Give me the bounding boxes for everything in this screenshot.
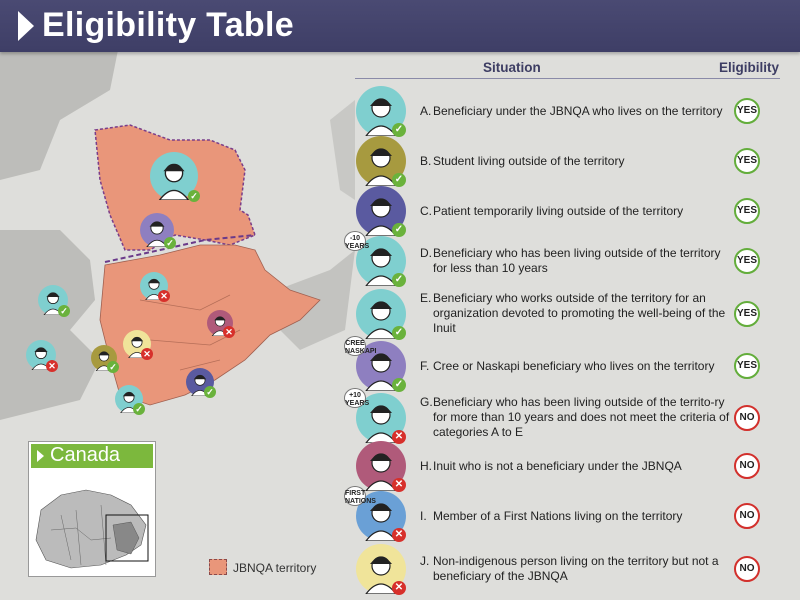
check-icon: ✓ [392,173,406,187]
row-situation-text: Beneficiary who has been living outside … [433,246,721,275]
inset-title-bar: Canada [31,444,153,468]
inset-title: Canada [50,444,121,466]
row-letter: D. [420,246,432,260]
row-situation-text: Beneficiary who has been living outside … [433,395,730,439]
eligibility-badge: YES [734,301,760,327]
boundary-line [104,234,256,263]
cross-icon: ✕ [392,581,406,595]
eligibility-badge: NO [734,503,760,529]
row-badge: FIRST NATIONS [344,486,376,506]
row-letter: F. [420,359,430,373]
cross-icon: ✕ [223,326,235,338]
map-person-icon: ✕ [26,340,58,372]
check-icon: ✓ [392,378,406,392]
row-letter: A. [420,104,432,118]
cross-icon: ✕ [141,348,153,360]
row-situation-text: Inuit who is not a beneficiary under the… [433,459,682,473]
table-row: +10 YEARS ✕ G. Beneficiary who has been liv… [344,388,786,444]
inset-map: Canada [28,441,156,577]
check-icon: ✓ [392,273,406,287]
check-icon: ✓ [188,190,200,202]
check-icon: ✓ [392,326,406,340]
eligibility-badge: YES [734,148,760,174]
check-icon: ✓ [164,237,176,249]
cross-icon: ✕ [158,290,170,302]
eligibility-badge: NO [734,405,760,431]
table-row: ✓ B. Student living outside of the territo… [346,135,786,187]
column-eligibility: Eligibility [719,60,780,75]
check-icon: ✓ [392,223,406,237]
map-person-icon: ✕ [207,310,235,338]
labrador-sea-water [330,100,355,200]
header-bar: Eligibility Table [0,0,800,52]
map-person-icon: ✓ [115,385,145,415]
table-row: ✕ H. Inuit who is not a beneficiary under … [346,440,786,492]
row-letter: E. [420,291,432,305]
row-letter: B. [420,154,432,168]
row-badge: -10 YEARS [344,231,369,251]
map-person-icon: ✕ [123,330,153,360]
person-avatar-icon [356,86,406,136]
cross-icon: ✕ [392,528,406,542]
legend-label: JBNQA territory [233,561,317,575]
row-situation-text: Beneficiary who works outside of the ter… [433,291,726,335]
eligibility-badge: YES [734,353,760,379]
row-letter: H. [420,459,432,473]
row-situation-text: Non-indigenous person living on the terr… [433,554,719,583]
eligibility-badge: YES [734,198,760,224]
check-icon: ✓ [107,361,119,373]
person-avatar-icon [356,393,406,443]
column-situation: Situation [483,60,541,75]
inset-arrow-icon [37,450,44,462]
row-situation-text: Beneficiary under the JBNQA who lives on… [433,104,723,118]
page-title: Eligibility Table [42,6,294,44]
map-person-icon: ✓ [91,345,119,373]
table-row: CREE NASKAPI ✓ F. Cree or Naskapi beneficia… [344,336,786,392]
eligibility-badge: YES [734,248,760,274]
table-row: -10 YEARS ✓ D. Beneficiary who has been liv… [344,231,786,287]
eligibility-badge: NO [734,453,760,479]
row-situation-text: Patient temporarily living outside of th… [433,204,684,218]
map-person-icon: ✕ [140,272,170,302]
table-row: ✕ J. Non-indigenous person living on the t… [346,543,786,595]
row-letter: J. [420,554,430,568]
table-row: ✓ C. Patient temporarily living outside of… [346,185,786,237]
row-badge: CREE NASKAPI [344,336,377,356]
cross-icon: ✕ [46,360,58,372]
cross-icon: ✕ [392,430,406,444]
row-situation-text: Student living outside of the territory [433,154,625,168]
check-icon: ✓ [133,403,145,415]
cross-icon: ✕ [392,478,406,492]
table-row: ✓ E. Beneficiary who works outside of the … [346,288,786,340]
title-arrow-icon [18,11,34,41]
row-badge: +10 YEARS [344,388,369,408]
map-person-icon: ✓ [186,368,216,398]
map-person-icon: ✓ [38,285,70,317]
check-icon: ✓ [392,123,406,137]
row-letter: I. [420,509,427,523]
canada-map-icon [31,470,153,574]
eligibility-badge: NO [734,556,760,582]
row-letter: C. [420,204,432,218]
map-person-icon: ✓ [150,152,200,202]
hudson-bay-water [0,40,120,180]
james-bay-water [0,230,100,420]
table-row: FIRST NATIONS ✕ I. Member of a First Nation… [344,486,786,542]
row-situation-text: Cree or Naskapi beneficiary who lives on… [433,359,715,373]
legend-swatch [209,559,227,575]
table-row: ✓ A. Beneficiary under the JBNQA who lives… [346,85,786,137]
check-icon: ✓ [204,386,216,398]
header-rule [355,78,780,79]
check-icon: ✓ [58,305,70,317]
row-situation-text: Member of a First Nations living on the … [433,509,683,523]
map-person-icon: ✓ [140,213,176,249]
row-letter: G. [420,395,433,409]
eligibility-badge: YES [734,98,760,124]
